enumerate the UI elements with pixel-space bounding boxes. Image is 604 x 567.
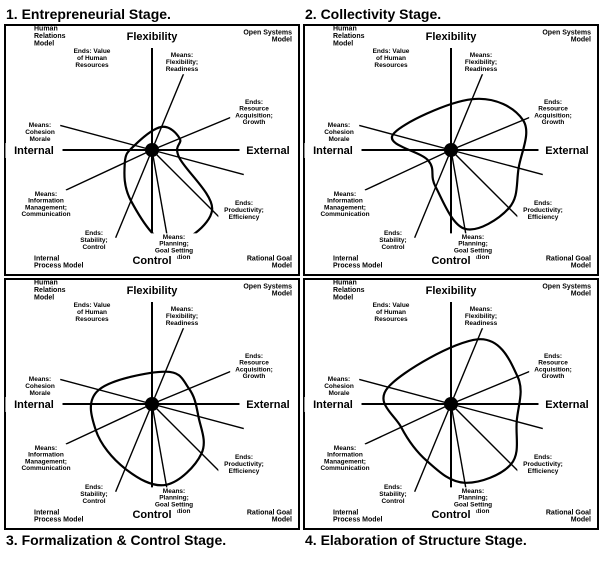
cvf-diagram: Ends: Valueof HumanResourcesMeans:Flexib… xyxy=(4,24,300,276)
svg-text:Means:CohesionMorale: Means:CohesionMorale xyxy=(25,122,55,143)
panel-3: Ends: Valueof HumanResourcesMeans:Flexib… xyxy=(4,278,301,550)
svg-text:Flexibility: Flexibility xyxy=(127,31,179,43)
svg-text:Means:CohesionMorale: Means:CohesionMorale xyxy=(324,376,354,397)
cvf-diagram: Ends: Valueof HumanResourcesMeans:Flexib… xyxy=(303,24,599,276)
svg-text:External: External xyxy=(545,145,588,157)
svg-text:Flexibility: Flexibility xyxy=(426,285,478,297)
svg-text:Internal: Internal xyxy=(313,399,353,411)
svg-text:Control: Control xyxy=(431,509,470,521)
svg-text:Ends: Valueof HumanResources: Ends: Valueof HumanResources xyxy=(373,48,410,69)
svg-text:Flexibility: Flexibility xyxy=(127,285,179,297)
svg-text:Flexibility: Flexibility xyxy=(426,31,478,43)
svg-text:Means:CohesionMorale: Means:CohesionMorale xyxy=(25,376,55,397)
svg-text:Ends: Valueof HumanResources: Ends: Valueof HumanResources xyxy=(74,302,111,323)
svg-text:External: External xyxy=(545,399,588,411)
svg-text:External: External xyxy=(246,145,289,157)
cvf-diagram: Ends: Valueof HumanResourcesMeans:Flexib… xyxy=(303,278,599,530)
panel-1: 1. Entrepreneurial Stage. Ends: Valueof … xyxy=(4,4,301,276)
svg-text:Ends: Valueof HumanResources: Ends: Valueof HumanResources xyxy=(373,302,410,323)
svg-text:Control: Control xyxy=(132,255,171,267)
svg-text:Ends: Valueof HumanResources: Ends: Valueof HumanResources xyxy=(74,48,111,69)
svg-text:Control: Control xyxy=(431,255,470,267)
panel-grid: 1. Entrepreneurial Stage. Ends: Valueof … xyxy=(4,4,600,550)
svg-text:Means:CohesionMorale: Means:CohesionMorale xyxy=(324,122,354,143)
panel-svg-slot: Ends: Valueof HumanResourcesMeans:Flexib… xyxy=(303,278,600,530)
svg-text:Internal: Internal xyxy=(14,145,54,157)
panel-svg-slot: Ends: Valueof HumanResourcesMeans:Flexib… xyxy=(4,278,301,530)
cvf-diagram: Ends: Valueof HumanResourcesMeans:Flexib… xyxy=(4,278,300,530)
svg-text:External: External xyxy=(246,399,289,411)
svg-text:Internal: Internal xyxy=(313,145,353,157)
svg-text:Internal: Internal xyxy=(14,399,54,411)
panel-svg-slot: Ends: Valueof HumanResourcesMeans:Flexib… xyxy=(4,24,301,276)
panel-2: 2. Collectivity Stage. Ends: Valueof Hum… xyxy=(303,4,600,276)
svg-text:Control: Control xyxy=(132,509,171,521)
panel-title: 1. Entrepreneurial Stage. xyxy=(4,4,301,24)
panel-title: 4. Elaboration of Structure Stage. xyxy=(303,530,600,550)
panel-title: 3. Formalization & Control Stage. xyxy=(4,530,301,550)
panel-4: Ends: Valueof HumanResourcesMeans:Flexib… xyxy=(303,278,600,550)
panel-title: 2. Collectivity Stage. xyxy=(303,4,600,24)
panel-svg-slot: Ends: Valueof HumanResourcesMeans:Flexib… xyxy=(303,24,600,276)
